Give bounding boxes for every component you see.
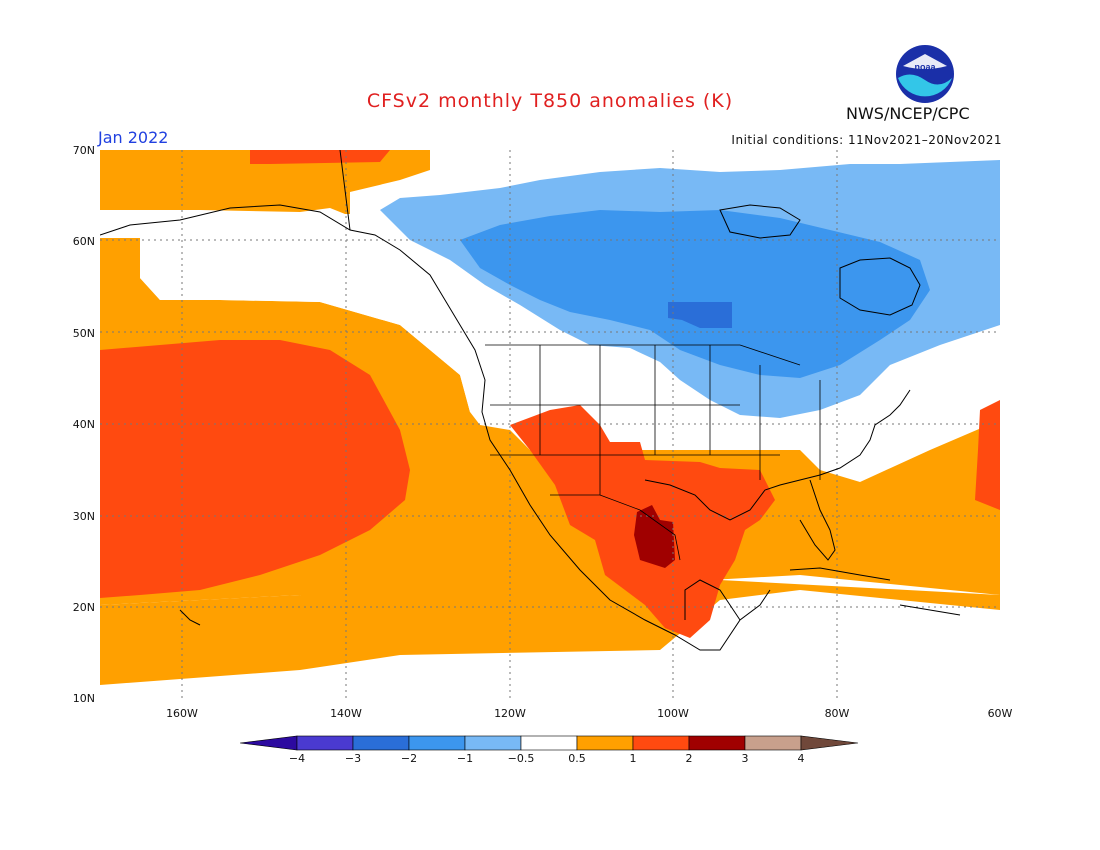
colorbar-label: 3 [741,752,749,765]
colorbar-cell [576,735,634,751]
colorbar-label: 1 [629,752,637,765]
colorbar-cell [688,735,746,751]
political-borders [485,344,821,561]
colorbar-label: −0.5 [507,752,535,765]
initial-conditions: Initial conditions: 11Nov2021–20Nov2021 [731,133,1002,147]
lon-label: 120W [494,707,526,720]
valid-month: Jan 2022 [98,128,169,147]
colorbar [240,735,859,751]
colorbar-cell [408,735,466,751]
noaa-logo: noaa [896,45,954,103]
colorbar-label: 2 [685,752,693,765]
colorbar-cell [464,735,522,751]
lon-label: 140W [330,707,362,720]
colorbar-cell [744,735,802,751]
colorbar-cell [352,735,410,751]
colorbar-triangle-high [800,735,859,751]
lat-label: 40N [72,418,95,431]
lon-label: 100W [657,707,689,720]
lon-label: 160W [166,707,198,720]
colorbar-label: −3 [344,752,362,765]
grid-lines [100,150,1000,698]
colorbar-cell [296,735,354,751]
lat-label: 50N [72,327,95,340]
anomaly-shading-negative-2 [668,302,732,328]
colorbar-label: −1 [456,752,474,765]
lat-label: 20N [72,601,95,614]
lon-label: 60W [987,707,1013,720]
anomaly-shading-positive-2 [634,505,675,568]
colorbar-cell [632,735,690,751]
colorbar-cell [520,735,578,751]
colorbar-label: −2 [400,752,418,765]
svg-text:noaa: noaa [914,62,936,72]
anomaly-map [100,150,1000,698]
lat-label: 60N [72,235,95,248]
lat-label: 30N [72,510,95,523]
lat-label: 10N [72,692,95,705]
colorbar-label: −4 [288,752,306,765]
anomaly-shading-negative-1 [460,210,930,378]
colorbar-label: 0.5 [568,752,586,765]
lon-label: 80W [824,707,850,720]
colorbar-triangle-low [240,735,298,751]
chart-title: CFSv2 monthly T850 anomalies (K) [366,90,734,112]
colorbar-label: 4 [797,752,805,765]
lat-label: 70N [72,144,95,157]
agency-label: NWS/NCEP/CPC [846,104,970,123]
anomaly-shading-positive-05-south [100,580,1000,685]
coastlines [100,150,961,651]
